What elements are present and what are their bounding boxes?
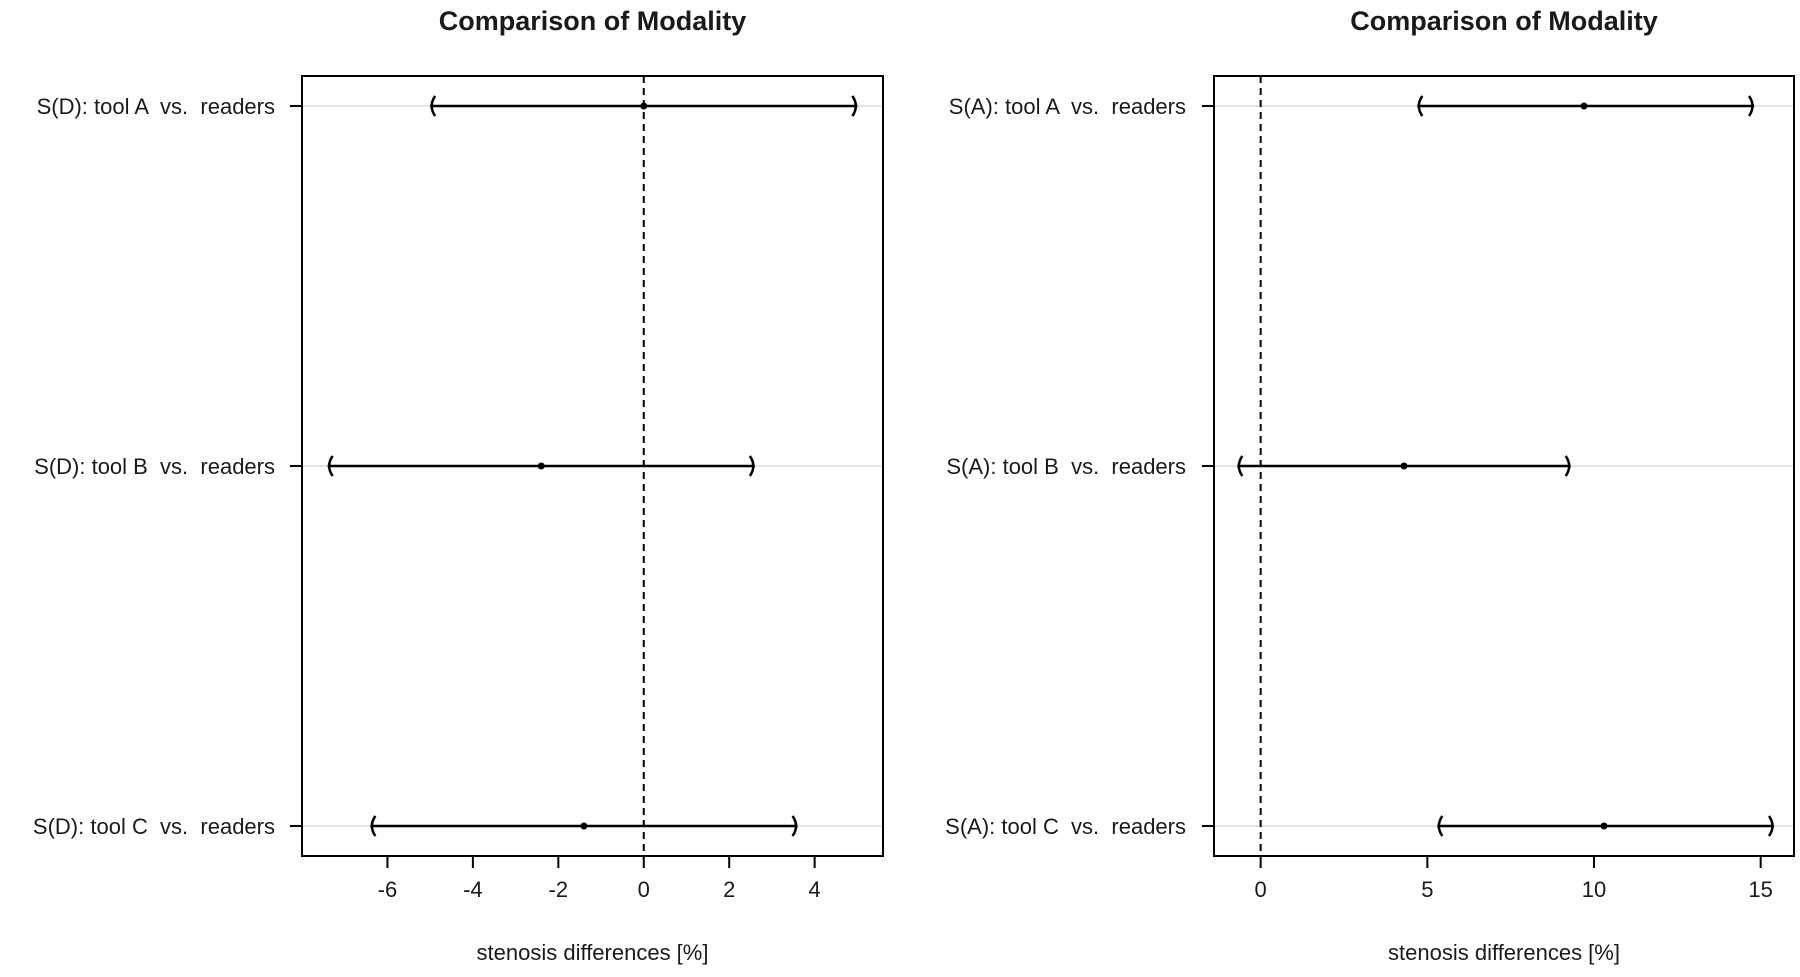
x-tick-label: -2 bbox=[549, 877, 569, 902]
ci-lower-bracket bbox=[1417, 95, 1424, 117]
estimate-point bbox=[640, 102, 648, 110]
chart-title: Comparison of Modality bbox=[439, 6, 747, 36]
y-tick-label: S(A): tool A vs. readers bbox=[949, 94, 1186, 119]
ci-upper-bracket bbox=[1564, 455, 1571, 477]
x-axis-label: stenosis differences [%] bbox=[477, 940, 709, 965]
plot-frame bbox=[301, 75, 884, 857]
estimate-point bbox=[1600, 822, 1608, 830]
ci-lower-bracket bbox=[1237, 455, 1244, 477]
x-tick-label: 2 bbox=[723, 877, 735, 902]
ci-lower-bracket bbox=[1437, 815, 1444, 837]
x-axis-label: stenosis differences [%] bbox=[1388, 940, 1620, 965]
ci-upper-bracket bbox=[1747, 95, 1754, 117]
estimate-point bbox=[1400, 462, 1408, 470]
y-tick-label: S(D): tool B vs. readers bbox=[34, 454, 275, 479]
x-tick-label: 10 bbox=[1582, 877, 1606, 902]
x-tick-label: -4 bbox=[463, 877, 483, 902]
y-tick-label: S(A): tool C vs. readers bbox=[945, 814, 1186, 839]
estimate-point bbox=[1580, 102, 1588, 110]
ci-upper-bracket bbox=[791, 815, 798, 837]
y-tick-label: S(D): tool A vs. readers bbox=[37, 94, 275, 119]
ci-upper-bracket bbox=[1767, 815, 1774, 837]
ci-upper-bracket bbox=[851, 95, 858, 117]
plot-frame bbox=[1213, 75, 1795, 857]
y-tick-label: S(D): tool C vs. readers bbox=[33, 814, 275, 839]
x-tick-label: 0 bbox=[638, 877, 650, 902]
estimate-point bbox=[537, 462, 545, 470]
x-tick-label: 0 bbox=[1255, 877, 1267, 902]
x-tick-label: 5 bbox=[1421, 877, 1433, 902]
chart-panel-2: S(A): tool A vs. readers S(A): tool B vs.… bbox=[945, 6, 1795, 965]
x-tick-label: 4 bbox=[809, 877, 821, 902]
ci-upper-bracket bbox=[748, 455, 755, 477]
ci-lower-bracket bbox=[327, 455, 334, 477]
x-tick-label: 15 bbox=[1748, 877, 1772, 902]
ci-lower-bracket bbox=[370, 815, 377, 837]
estimate-point bbox=[580, 822, 588, 830]
chart-panel-1: S(D): tool A vs. readers S(D): tool B vs.… bbox=[33, 6, 884, 965]
y-tick-label: S(A): tool B vs. readers bbox=[946, 454, 1186, 479]
chart-title: Comparison of Modality bbox=[1350, 6, 1658, 36]
ci-lower-bracket bbox=[430, 95, 437, 117]
x-tick-label: -6 bbox=[378, 877, 398, 902]
